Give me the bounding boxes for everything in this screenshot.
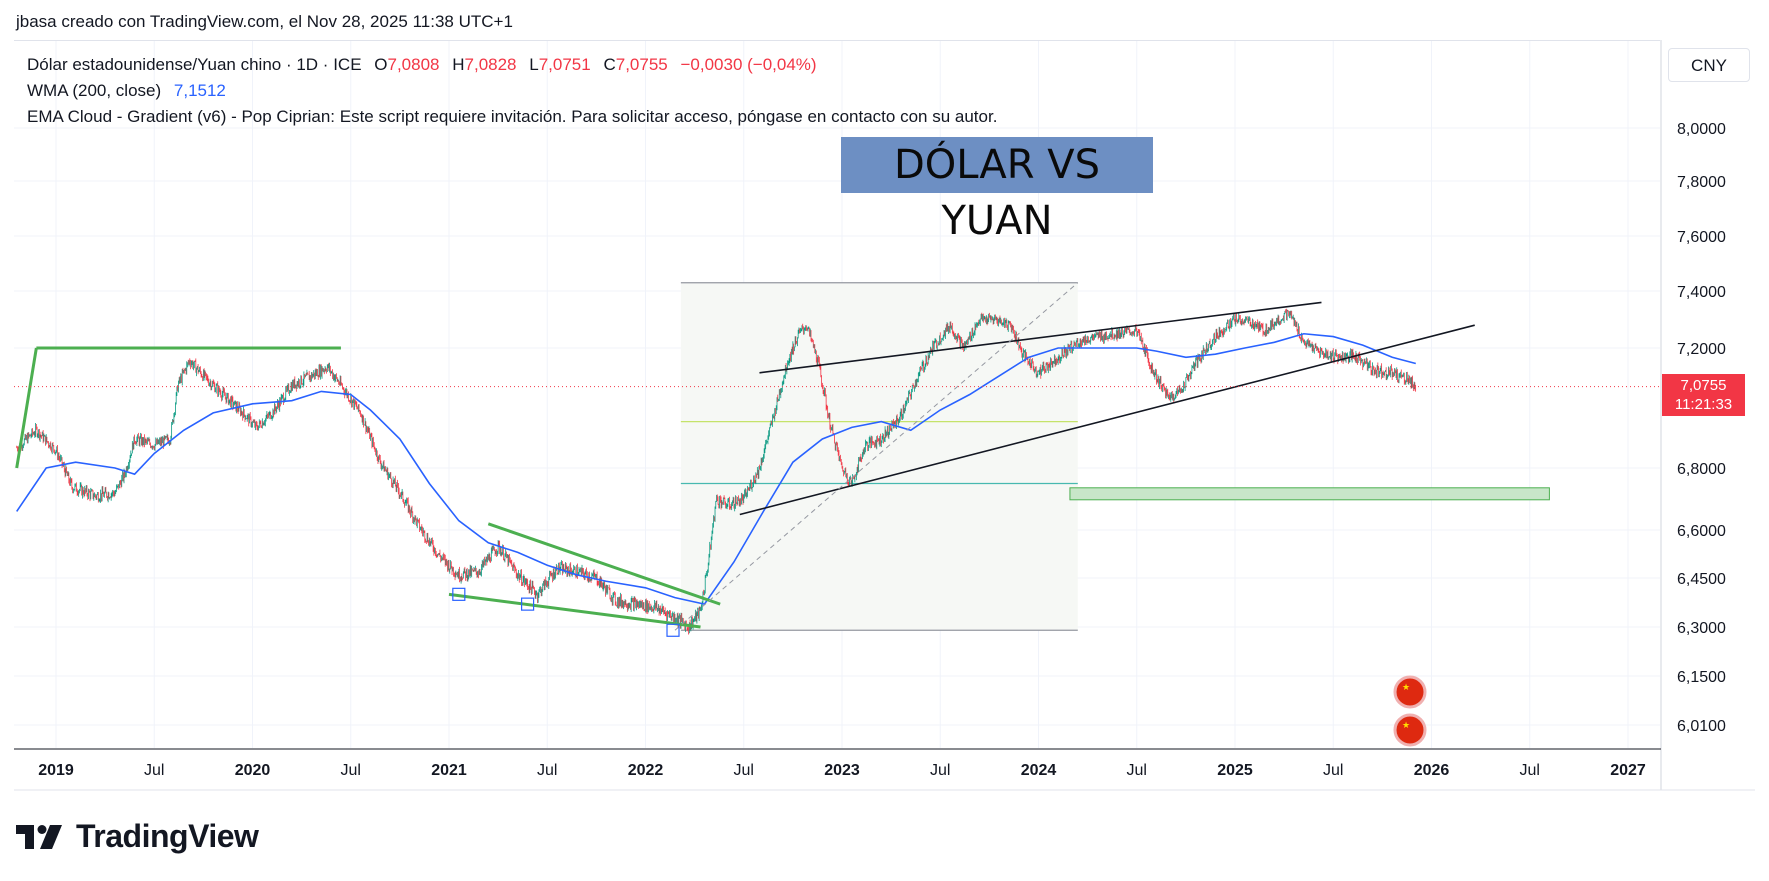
tradingview-logo[interactable]: TradingView <box>16 818 259 855</box>
time-tick-label: 2021 <box>431 762 467 779</box>
open-value: 7,0808 <box>387 55 440 74</box>
time-tick-label: 2026 <box>1414 762 1450 779</box>
price-tick-label: 6,6000 <box>1677 523 1726 540</box>
time-tick-label: Jul <box>341 762 361 779</box>
price-tick-label: 7,6000 <box>1677 229 1726 246</box>
high-value: 7,0828 <box>464 55 517 74</box>
pivot-marker <box>666 623 680 637</box>
trend-line <box>759 301 1322 374</box>
price-series <box>16 308 1417 635</box>
symbol-name[interactable]: Dólar estadounidense/Yuan chino · 1D · I… <box>27 55 362 74</box>
time-tick-label: Jul <box>537 762 557 779</box>
close-value: 7,0755 <box>615 55 668 74</box>
drawing-layer-back <box>680 282 1550 631</box>
wma-value: 7,1512 <box>173 81 226 100</box>
price-tick-label: 6,1500 <box>1677 669 1726 686</box>
time-tick-label: 2027 <box>1610 762 1646 779</box>
last-price-value: 7,0755 <box>1680 377 1727 394</box>
change-value: −0,0030 (−0,04%) <box>680 55 817 74</box>
time-tick-label: Jul <box>1323 762 1343 779</box>
low-value: 7,0751 <box>538 55 591 74</box>
china-flag-icon[interactable]: ★ <box>1393 675 1427 709</box>
ema-cloud-note: EMA Cloud - Gradient (v6) - Pop Ciprian:… <box>27 107 998 126</box>
top-bar: jbasa creado con TradingView.com, el Nov… <box>0 0 1769 40</box>
high-label: H <box>452 55 465 74</box>
price-tick-label: 8,0000 <box>1677 121 1726 138</box>
wma-row[interactable]: WMA (200, close) 7,1512 <box>27 78 997 104</box>
price-axis: 8,0000 7,8000 7,6000 7,4000 7,2000 6,8000 6,60… <box>1677 121 1726 735</box>
tradingview-mark-icon <box>16 824 62 849</box>
price-tick-label: 7,4000 <box>1677 284 1726 301</box>
currency-button[interactable]: CNY <box>1668 48 1750 82</box>
time-tick-label: Jul <box>930 762 950 779</box>
china-flag-icon[interactable]: ★ <box>1393 713 1427 747</box>
support-zone <box>1069 487 1550 501</box>
time-tick-label: Jul <box>734 762 754 779</box>
time-tick-label: 2023 <box>824 762 860 779</box>
time-tick-label: 2020 <box>235 762 271 779</box>
bar-countdown: 11:21:33 <box>1674 396 1733 413</box>
svg-text:★: ★ <box>1402 721 1410 731</box>
pivot-marker <box>520 597 535 611</box>
symbol-row: Dólar estadounidense/Yuan chino · 1D · I… <box>27 52 997 78</box>
fib-retracement-area <box>680 282 1078 631</box>
time-tick-label: 2024 <box>1021 762 1057 779</box>
chart-title[interactable]: DÓLAR VS YUAN <box>841 137 1153 244</box>
pivot-marker <box>452 587 466 601</box>
time-tick-label: Jul <box>144 762 164 779</box>
low-label: L <box>529 55 539 74</box>
price-tick-label: 6,4500 <box>1677 571 1726 588</box>
trend-line <box>739 324 1475 516</box>
trend-line <box>15 347 38 469</box>
time-tick-label: Jul <box>1127 762 1147 779</box>
trend-line <box>448 592 701 629</box>
chart-frame-top <box>14 40 1660 41</box>
svg-text:★: ★ <box>1402 683 1410 693</box>
time-axis: 2019 Jul 2020 Jul 2021 Jul 2022 Jul 2023 Jul 2024 J… <box>38 762 1646 779</box>
price-tick-label: 6,3000 <box>1677 620 1726 637</box>
time-tick-label: 2019 <box>38 762 74 779</box>
price-tick-label: 6,0100 <box>1677 718 1726 735</box>
time-tick-label: Jul <box>1520 762 1540 779</box>
price-tick-label: 6,8000 <box>1677 461 1726 478</box>
wma-label: WMA (200, close) <box>27 81 162 100</box>
trend-line <box>674 282 1079 631</box>
drawing-layer-front <box>15 282 1475 637</box>
trend-line <box>487 522 721 606</box>
wma-series <box>16 332 1416 606</box>
open-label: O <box>374 55 388 74</box>
brand-name: TradingView <box>76 818 259 854</box>
close-label: C <box>603 55 616 74</box>
wma-line <box>16 332 1416 606</box>
chart-legend: Dólar estadounidense/Yuan chino · 1D · I… <box>27 52 997 130</box>
time-tick-label: 2025 <box>1217 762 1253 779</box>
chart-caption: jbasa creado con TradingView.com, el Nov… <box>16 12 513 31</box>
price-tick-label: 7,8000 <box>1677 174 1726 191</box>
ema-cloud-row[interactable]: EMA Cloud - Gradient (v6) - Pop Ciprian:… <box>27 104 997 130</box>
time-tick-label: 2022 <box>628 762 664 779</box>
price-tick-label: 7,2000 <box>1677 341 1726 358</box>
last-price-tag: 7,0755 11:21:33 <box>1662 374 1745 416</box>
